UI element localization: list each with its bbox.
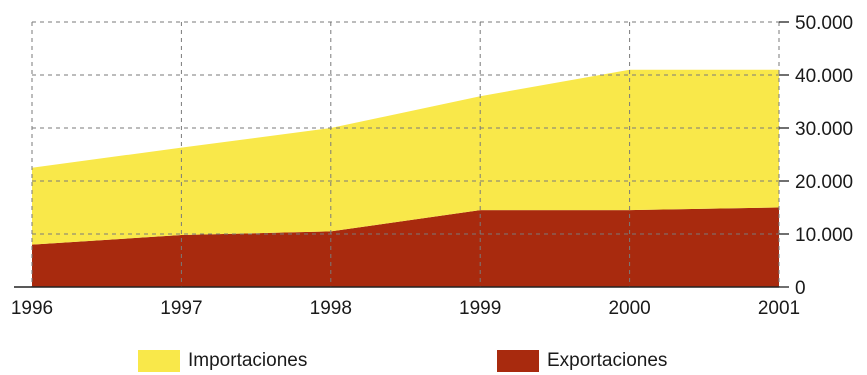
legend-item-exportaciones: Exportaciones xyxy=(497,348,667,374)
y-tick-label: 30.000 xyxy=(795,119,853,140)
y-tick-label: 40.000 xyxy=(795,66,853,87)
x-axis-labels: 1996 1997 1998 1999 2000 2001 xyxy=(11,298,800,319)
legend-swatch-exportaciones xyxy=(497,350,539,372)
y-tick-label: 50.000 xyxy=(795,13,853,34)
x-tick-label: 2001 xyxy=(758,298,800,319)
chart-areas xyxy=(32,69,779,287)
x-tick-label: 1999 xyxy=(459,298,501,319)
y-tick-label: 20.000 xyxy=(795,172,853,193)
y-axis-labels: 50.000 40.000 30.000 20.000 10.000 0 xyxy=(795,13,853,299)
chart-axis xyxy=(14,21,789,288)
area-exportaciones xyxy=(32,207,779,287)
y-tick-label: 0 xyxy=(795,278,806,299)
x-tick-label: 1997 xyxy=(160,298,202,319)
area-importaciones xyxy=(32,69,779,245)
legend-label-exportaciones: Exportaciones xyxy=(547,350,668,371)
x-tick-label: 1996 xyxy=(11,298,53,319)
chart-legend: Importaciones Exportaciones xyxy=(0,348,867,374)
legend-swatch-importaciones xyxy=(138,350,180,372)
legend-item-importaciones: Importaciones xyxy=(138,348,307,374)
x-tick-label: 2000 xyxy=(608,298,650,319)
legend-label-importaciones: Importaciones xyxy=(188,350,308,371)
y-tick-label: 10.000 xyxy=(795,225,853,246)
x-tick-label: 1998 xyxy=(310,298,352,319)
